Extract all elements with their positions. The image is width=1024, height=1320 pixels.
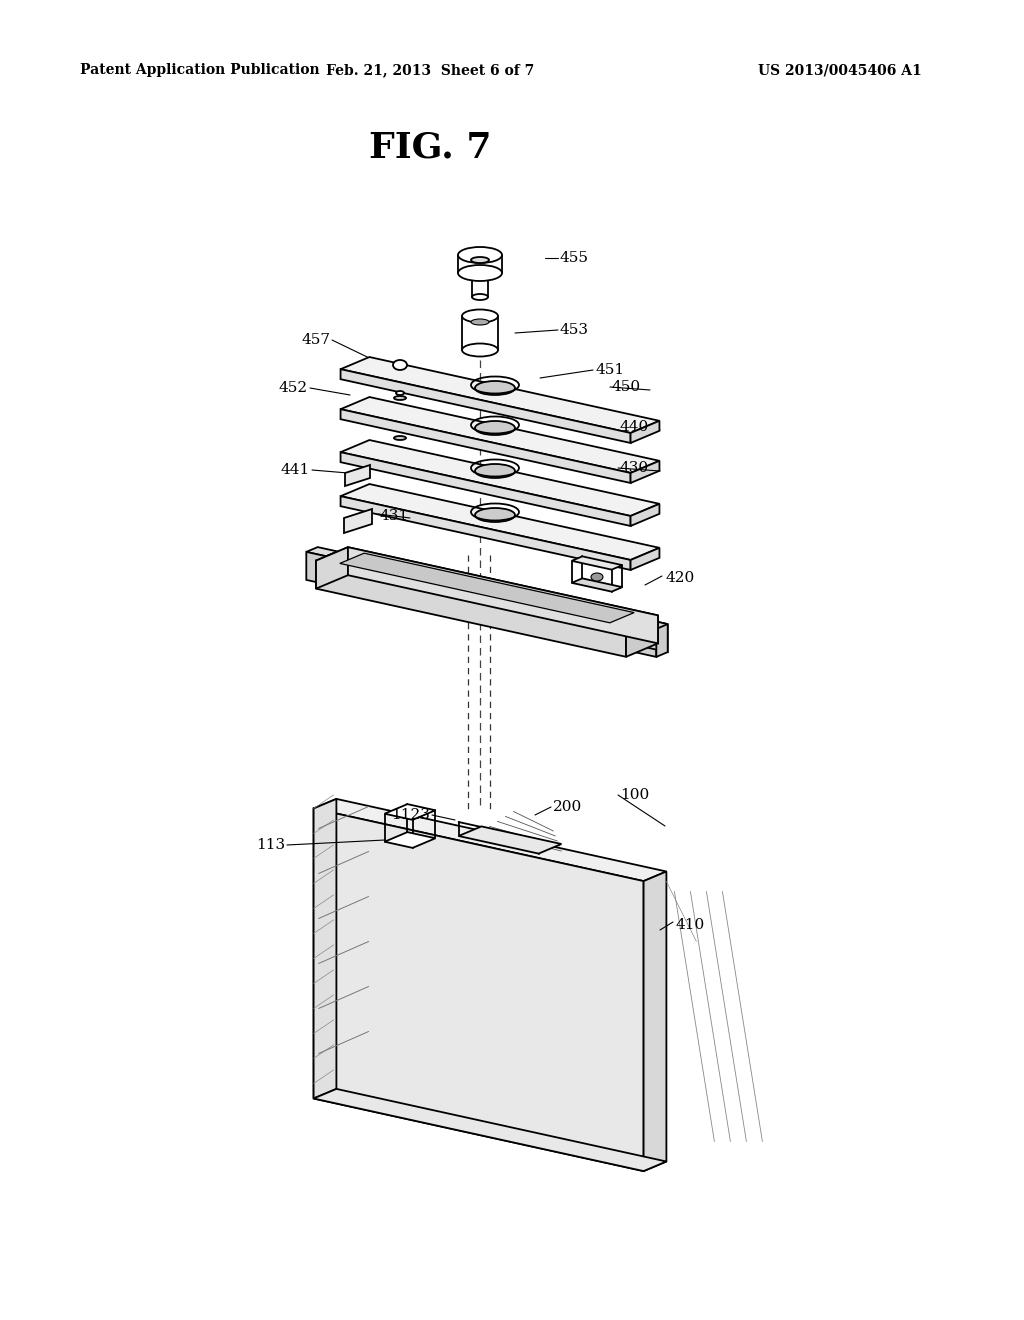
Ellipse shape — [471, 257, 489, 263]
Text: 457: 457 — [301, 333, 330, 347]
Polygon shape — [636, 624, 656, 657]
Polygon shape — [459, 826, 561, 854]
Ellipse shape — [394, 436, 406, 440]
Polygon shape — [626, 615, 658, 657]
Text: Feb. 21, 2013  Sheet 6 of 7: Feb. 21, 2013 Sheet 6 of 7 — [326, 63, 535, 77]
Polygon shape — [341, 356, 659, 433]
Polygon shape — [316, 548, 348, 589]
Text: 451: 451 — [595, 363, 624, 378]
Polygon shape — [656, 624, 668, 657]
Ellipse shape — [462, 309, 498, 322]
Polygon shape — [648, 619, 668, 652]
Polygon shape — [313, 799, 667, 882]
Text: 200: 200 — [553, 800, 583, 814]
Polygon shape — [344, 510, 372, 533]
Polygon shape — [636, 619, 668, 628]
Polygon shape — [631, 421, 659, 444]
Polygon shape — [341, 409, 631, 483]
Text: 453: 453 — [560, 323, 589, 337]
Polygon shape — [631, 461, 659, 483]
Text: 431: 431 — [380, 510, 410, 523]
Polygon shape — [313, 799, 337, 1098]
Polygon shape — [313, 808, 644, 1171]
Ellipse shape — [396, 391, 404, 395]
Ellipse shape — [462, 343, 498, 356]
Text: FIG. 7: FIG. 7 — [369, 131, 492, 165]
Polygon shape — [385, 832, 435, 847]
Text: Patent Application Publication: Patent Application Publication — [80, 63, 319, 77]
Polygon shape — [385, 804, 435, 820]
Text: 100: 100 — [620, 788, 649, 803]
Polygon shape — [348, 548, 658, 643]
Polygon shape — [631, 548, 659, 570]
Ellipse shape — [458, 247, 502, 263]
Polygon shape — [341, 484, 659, 560]
Ellipse shape — [471, 319, 489, 325]
Text: 450: 450 — [612, 380, 641, 393]
Polygon shape — [306, 552, 327, 585]
Polygon shape — [571, 556, 623, 570]
Polygon shape — [341, 453, 631, 525]
Ellipse shape — [472, 294, 488, 300]
Polygon shape — [341, 370, 631, 444]
Ellipse shape — [591, 573, 603, 581]
Ellipse shape — [394, 396, 406, 400]
Text: 452: 452 — [279, 381, 308, 395]
Polygon shape — [571, 578, 623, 591]
Polygon shape — [345, 465, 370, 486]
Text: 430: 430 — [620, 461, 649, 475]
Ellipse shape — [458, 265, 502, 281]
Ellipse shape — [475, 508, 515, 521]
Polygon shape — [340, 553, 634, 623]
Polygon shape — [341, 496, 631, 570]
Text: 455: 455 — [560, 251, 589, 265]
Text: 420: 420 — [665, 572, 694, 585]
Polygon shape — [306, 546, 338, 556]
Polygon shape — [631, 504, 659, 525]
Ellipse shape — [393, 360, 407, 370]
Polygon shape — [316, 561, 626, 657]
Text: 113: 113 — [256, 838, 285, 851]
Polygon shape — [341, 440, 659, 516]
Polygon shape — [644, 871, 667, 1171]
Ellipse shape — [475, 421, 515, 436]
Text: US 2013/0045406 A1: US 2013/0045406 A1 — [758, 63, 922, 77]
Polygon shape — [316, 548, 658, 628]
Text: 441: 441 — [281, 463, 310, 477]
Text: 1123: 1123 — [391, 808, 430, 822]
Polygon shape — [313, 1089, 667, 1171]
Polygon shape — [341, 397, 659, 473]
Text: 410: 410 — [675, 917, 705, 932]
Text: 440: 440 — [620, 420, 649, 434]
Ellipse shape — [475, 465, 515, 478]
Ellipse shape — [475, 381, 515, 395]
Polygon shape — [327, 552, 338, 585]
